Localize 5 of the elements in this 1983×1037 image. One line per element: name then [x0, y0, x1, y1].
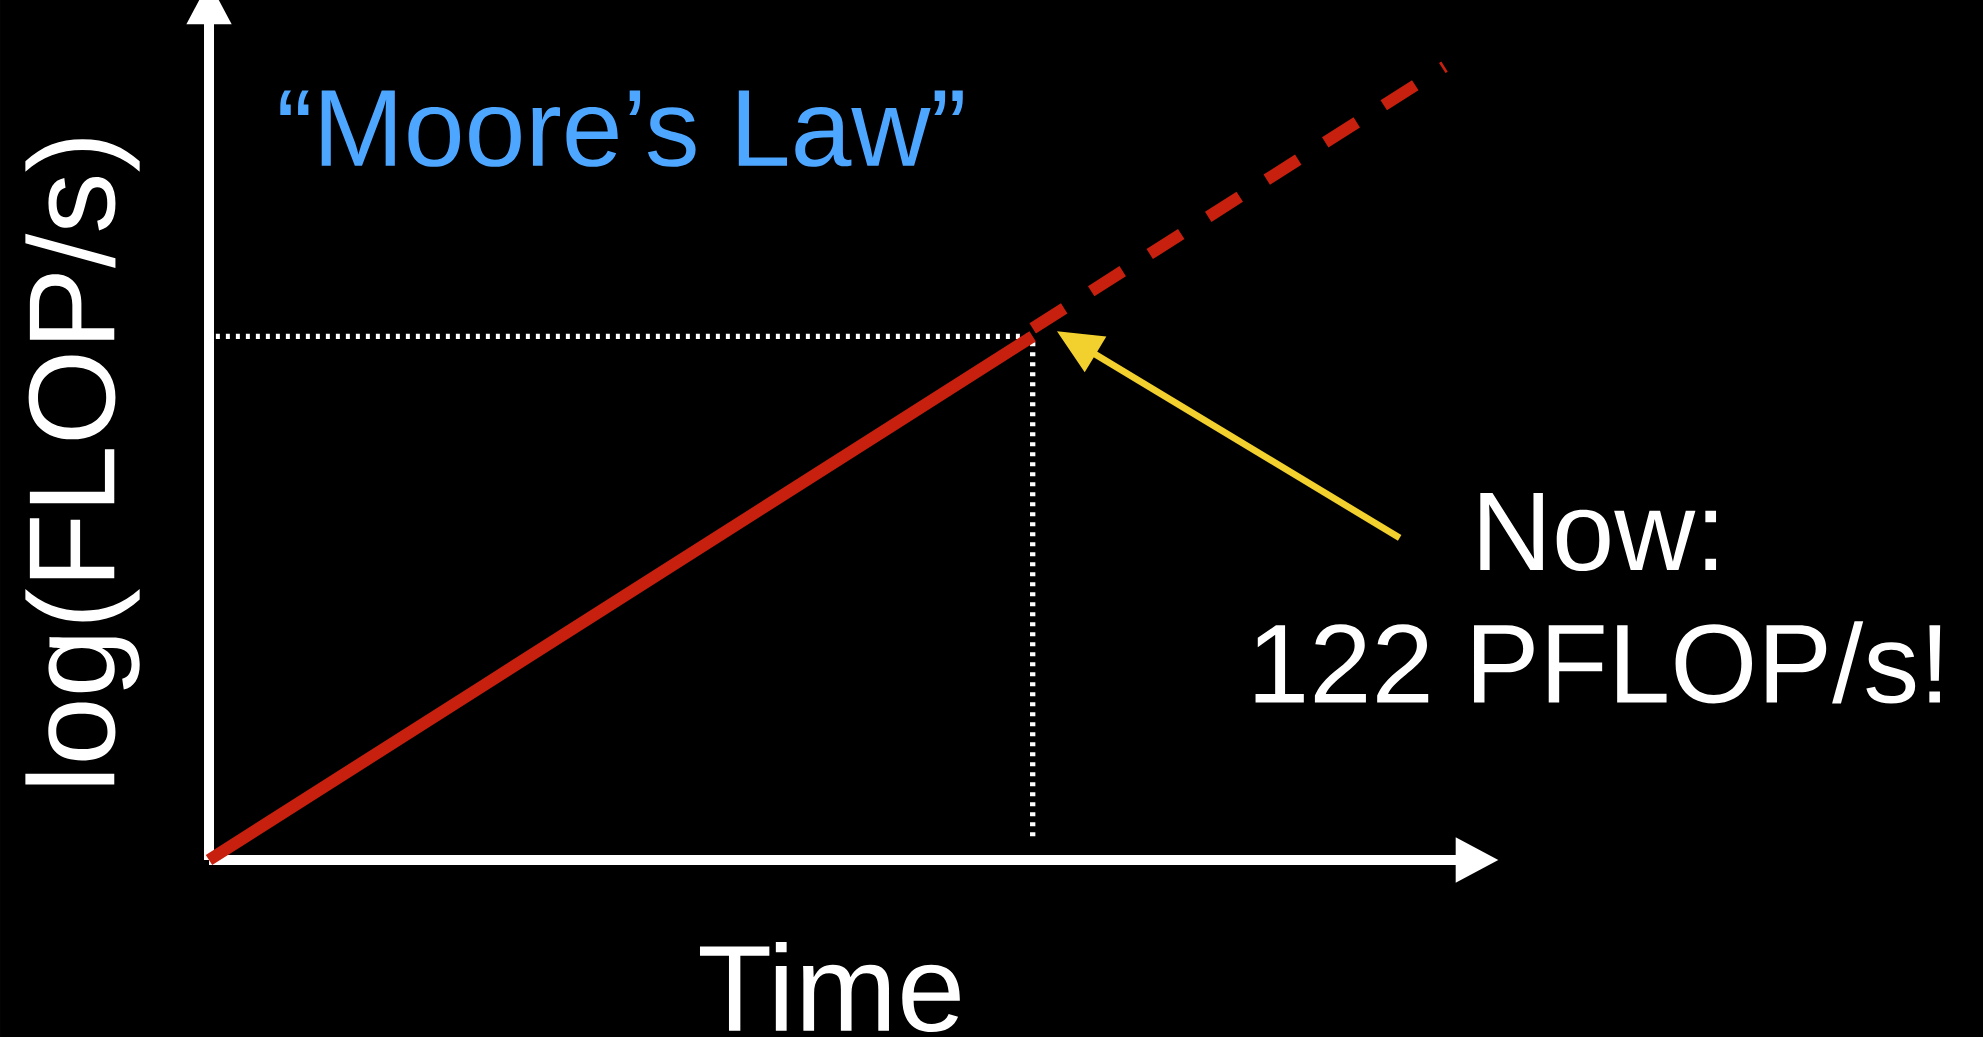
x-axis-title: Time [699, 941, 960, 1033]
text: Now: [1480, 492, 1717, 572]
y-axis-title: log(FLOP/s) [25, 139, 140, 785]
chart-title: “Moore’s Law” [280, 90, 963, 167]
annotation: 122 PFLOP/s! [1255, 621, 1941, 704]
